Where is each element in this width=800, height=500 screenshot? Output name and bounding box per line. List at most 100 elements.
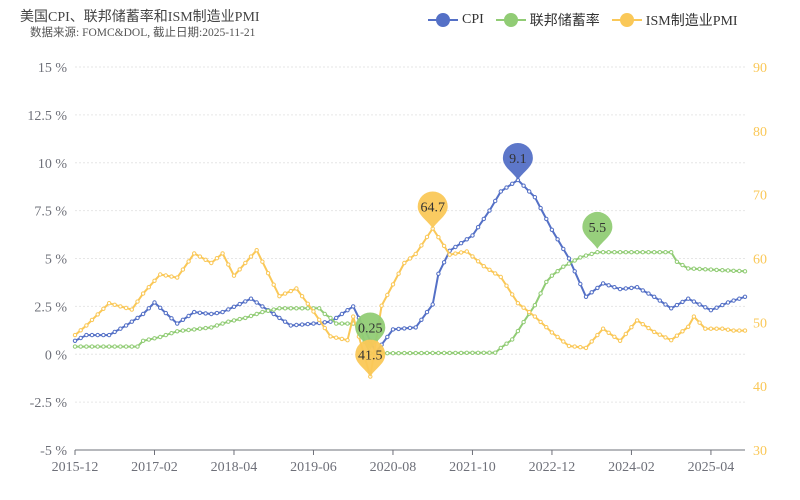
data-point-fed-rate[interactable] bbox=[220, 321, 225, 326]
data-point-fed-rate[interactable] bbox=[419, 350, 424, 356]
data-point-fed-rate[interactable] bbox=[197, 326, 203, 331]
data-point-cpi[interactable] bbox=[612, 285, 617, 290]
data-point-cpi[interactable] bbox=[243, 299, 248, 304]
data-point-pmi[interactable] bbox=[424, 234, 430, 240]
data-point-pmi[interactable] bbox=[271, 282, 276, 287]
data-point-fed-rate[interactable] bbox=[515, 328, 521, 334]
data-point-pmi[interactable] bbox=[470, 254, 475, 259]
data-point-fed-rate[interactable] bbox=[146, 337, 152, 342]
data-point-cpi[interactable] bbox=[203, 311, 208, 316]
data-point-cpi[interactable] bbox=[402, 326, 407, 331]
data-point-fed-rate[interactable] bbox=[158, 334, 163, 340]
data-point-fed-rate[interactable] bbox=[112, 344, 117, 349]
data-point-pmi[interactable] bbox=[282, 291, 288, 296]
data-point-cpi[interactable] bbox=[436, 271, 441, 276]
data-point-fed-rate[interactable] bbox=[532, 303, 538, 308]
data-point-pmi[interactable] bbox=[209, 260, 214, 266]
data-point-fed-rate[interactable] bbox=[487, 350, 492, 355]
data-point-cpi[interactable] bbox=[703, 305, 708, 310]
data-point-pmi[interactable] bbox=[549, 330, 555, 335]
data-point-fed-rate[interactable] bbox=[396, 351, 401, 356]
data-point-cpi[interactable] bbox=[112, 329, 117, 335]
data-point-pmi[interactable] bbox=[419, 243, 424, 248]
data-point-fed-rate[interactable] bbox=[390, 351, 396, 356]
data-point-cpi[interactable] bbox=[123, 323, 129, 328]
data-point-pmi[interactable] bbox=[413, 251, 418, 257]
data-point-cpi[interactable] bbox=[169, 316, 174, 321]
data-point-pmi[interactable] bbox=[555, 334, 560, 340]
data-point-pmi[interactable] bbox=[101, 306, 106, 311]
data-point-pmi[interactable] bbox=[652, 329, 657, 335]
data-point-fed-rate[interactable] bbox=[169, 331, 174, 336]
data-point-pmi[interactable] bbox=[129, 307, 135, 312]
data-point-cpi[interactable] bbox=[458, 241, 464, 246]
data-point-pmi[interactable] bbox=[634, 318, 640, 323]
data-point-pmi[interactable] bbox=[657, 332, 662, 337]
data-point-cpi[interactable] bbox=[629, 285, 634, 291]
data-point-pmi[interactable] bbox=[322, 325, 327, 331]
data-point-cpi[interactable] bbox=[510, 181, 515, 187]
data-point-fed-rate[interactable] bbox=[78, 344, 83, 349]
data-point-pmi[interactable] bbox=[606, 330, 611, 335]
data-point-fed-rate[interactable] bbox=[192, 327, 197, 332]
data-point-pmi[interactable] bbox=[78, 328, 83, 333]
data-point-cpi[interactable] bbox=[180, 317, 186, 322]
data-point-fed-rate[interactable] bbox=[424, 350, 430, 356]
data-point-fed-rate[interactable] bbox=[152, 336, 157, 341]
data-point-pmi[interactable] bbox=[294, 286, 299, 291]
data-point-pmi[interactable] bbox=[481, 264, 486, 269]
data-point-fed-rate[interactable] bbox=[89, 344, 95, 349]
data-point-pmi[interactable] bbox=[237, 267, 242, 272]
data-point-fed-rate[interactable] bbox=[84, 344, 89, 349]
data-point-fed-rate[interactable] bbox=[413, 350, 418, 356]
data-point-pmi[interactable] bbox=[703, 326, 708, 331]
data-point-fed-rate[interactable] bbox=[260, 309, 265, 315]
data-point-fed-rate[interactable] bbox=[646, 250, 651, 255]
data-point-cpi[interactable] bbox=[720, 302, 725, 308]
data-point-cpi[interactable] bbox=[555, 237, 560, 242]
data-point-cpi[interactable] bbox=[731, 298, 736, 303]
data-point-cpi[interactable] bbox=[691, 299, 697, 304]
data-point-fed-rate[interactable] bbox=[209, 325, 214, 330]
data-point-cpi[interactable] bbox=[475, 225, 481, 230]
data-point-fed-rate[interactable] bbox=[657, 250, 662, 255]
data-point-fed-rate[interactable] bbox=[203, 325, 208, 331]
data-point-cpi[interactable] bbox=[737, 296, 742, 301]
data-point-fed-rate[interactable] bbox=[475, 350, 481, 355]
data-point-fed-rate[interactable] bbox=[612, 250, 617, 255]
data-point-pmi[interactable] bbox=[515, 301, 521, 306]
data-point-fed-rate[interactable] bbox=[140, 338, 146, 343]
data-point-pmi[interactable] bbox=[441, 243, 447, 249]
data-point-cpi[interactable] bbox=[106, 332, 112, 338]
data-point-pmi[interactable] bbox=[72, 332, 78, 338]
data-point-cpi[interactable] bbox=[544, 216, 549, 222]
data-point-pmi[interactable] bbox=[532, 314, 538, 319]
data-point-fed-rate[interactable] bbox=[493, 350, 498, 355]
legend-item-pmi[interactable]: ISM制造业PMI bbox=[611, 10, 738, 30]
data-point-pmi[interactable] bbox=[487, 267, 492, 272]
data-point-pmi[interactable] bbox=[385, 292, 390, 298]
data-point-fed-rate[interactable] bbox=[629, 250, 634, 255]
data-point-cpi[interactable] bbox=[617, 286, 623, 292]
data-point-fed-rate[interactable] bbox=[135, 344, 140, 349]
data-point-fed-rate[interactable] bbox=[123, 344, 129, 349]
data-point-cpi[interactable] bbox=[521, 183, 526, 188]
data-point-cpi[interactable] bbox=[595, 285, 600, 291]
data-point-pmi[interactable] bbox=[390, 282, 396, 287]
data-point-fed-rate[interactable] bbox=[175, 329, 180, 334]
data-point-fed-rate[interactable] bbox=[214, 323, 220, 328]
data-point-pmi[interactable] bbox=[504, 283, 509, 288]
data-point-pmi[interactable] bbox=[407, 256, 413, 261]
data-point-pmi[interactable] bbox=[646, 325, 651, 331]
data-point-fed-rate[interactable] bbox=[742, 269, 748, 274]
data-point-fed-rate[interactable] bbox=[407, 350, 413, 356]
data-point-cpi[interactable] bbox=[527, 189, 532, 194]
annotation-pin[interactable]: 0.25 bbox=[355, 312, 386, 350]
data-point-pmi[interactable] bbox=[436, 235, 441, 240]
data-point-fed-rate[interactable] bbox=[129, 344, 135, 349]
data-point-pmi[interactable] bbox=[475, 259, 481, 264]
data-point-pmi[interactable] bbox=[106, 301, 112, 306]
data-point-pmi[interactable] bbox=[396, 271, 401, 276]
data-point-pmi[interactable] bbox=[578, 345, 583, 350]
data-point-pmi[interactable] bbox=[288, 288, 293, 294]
